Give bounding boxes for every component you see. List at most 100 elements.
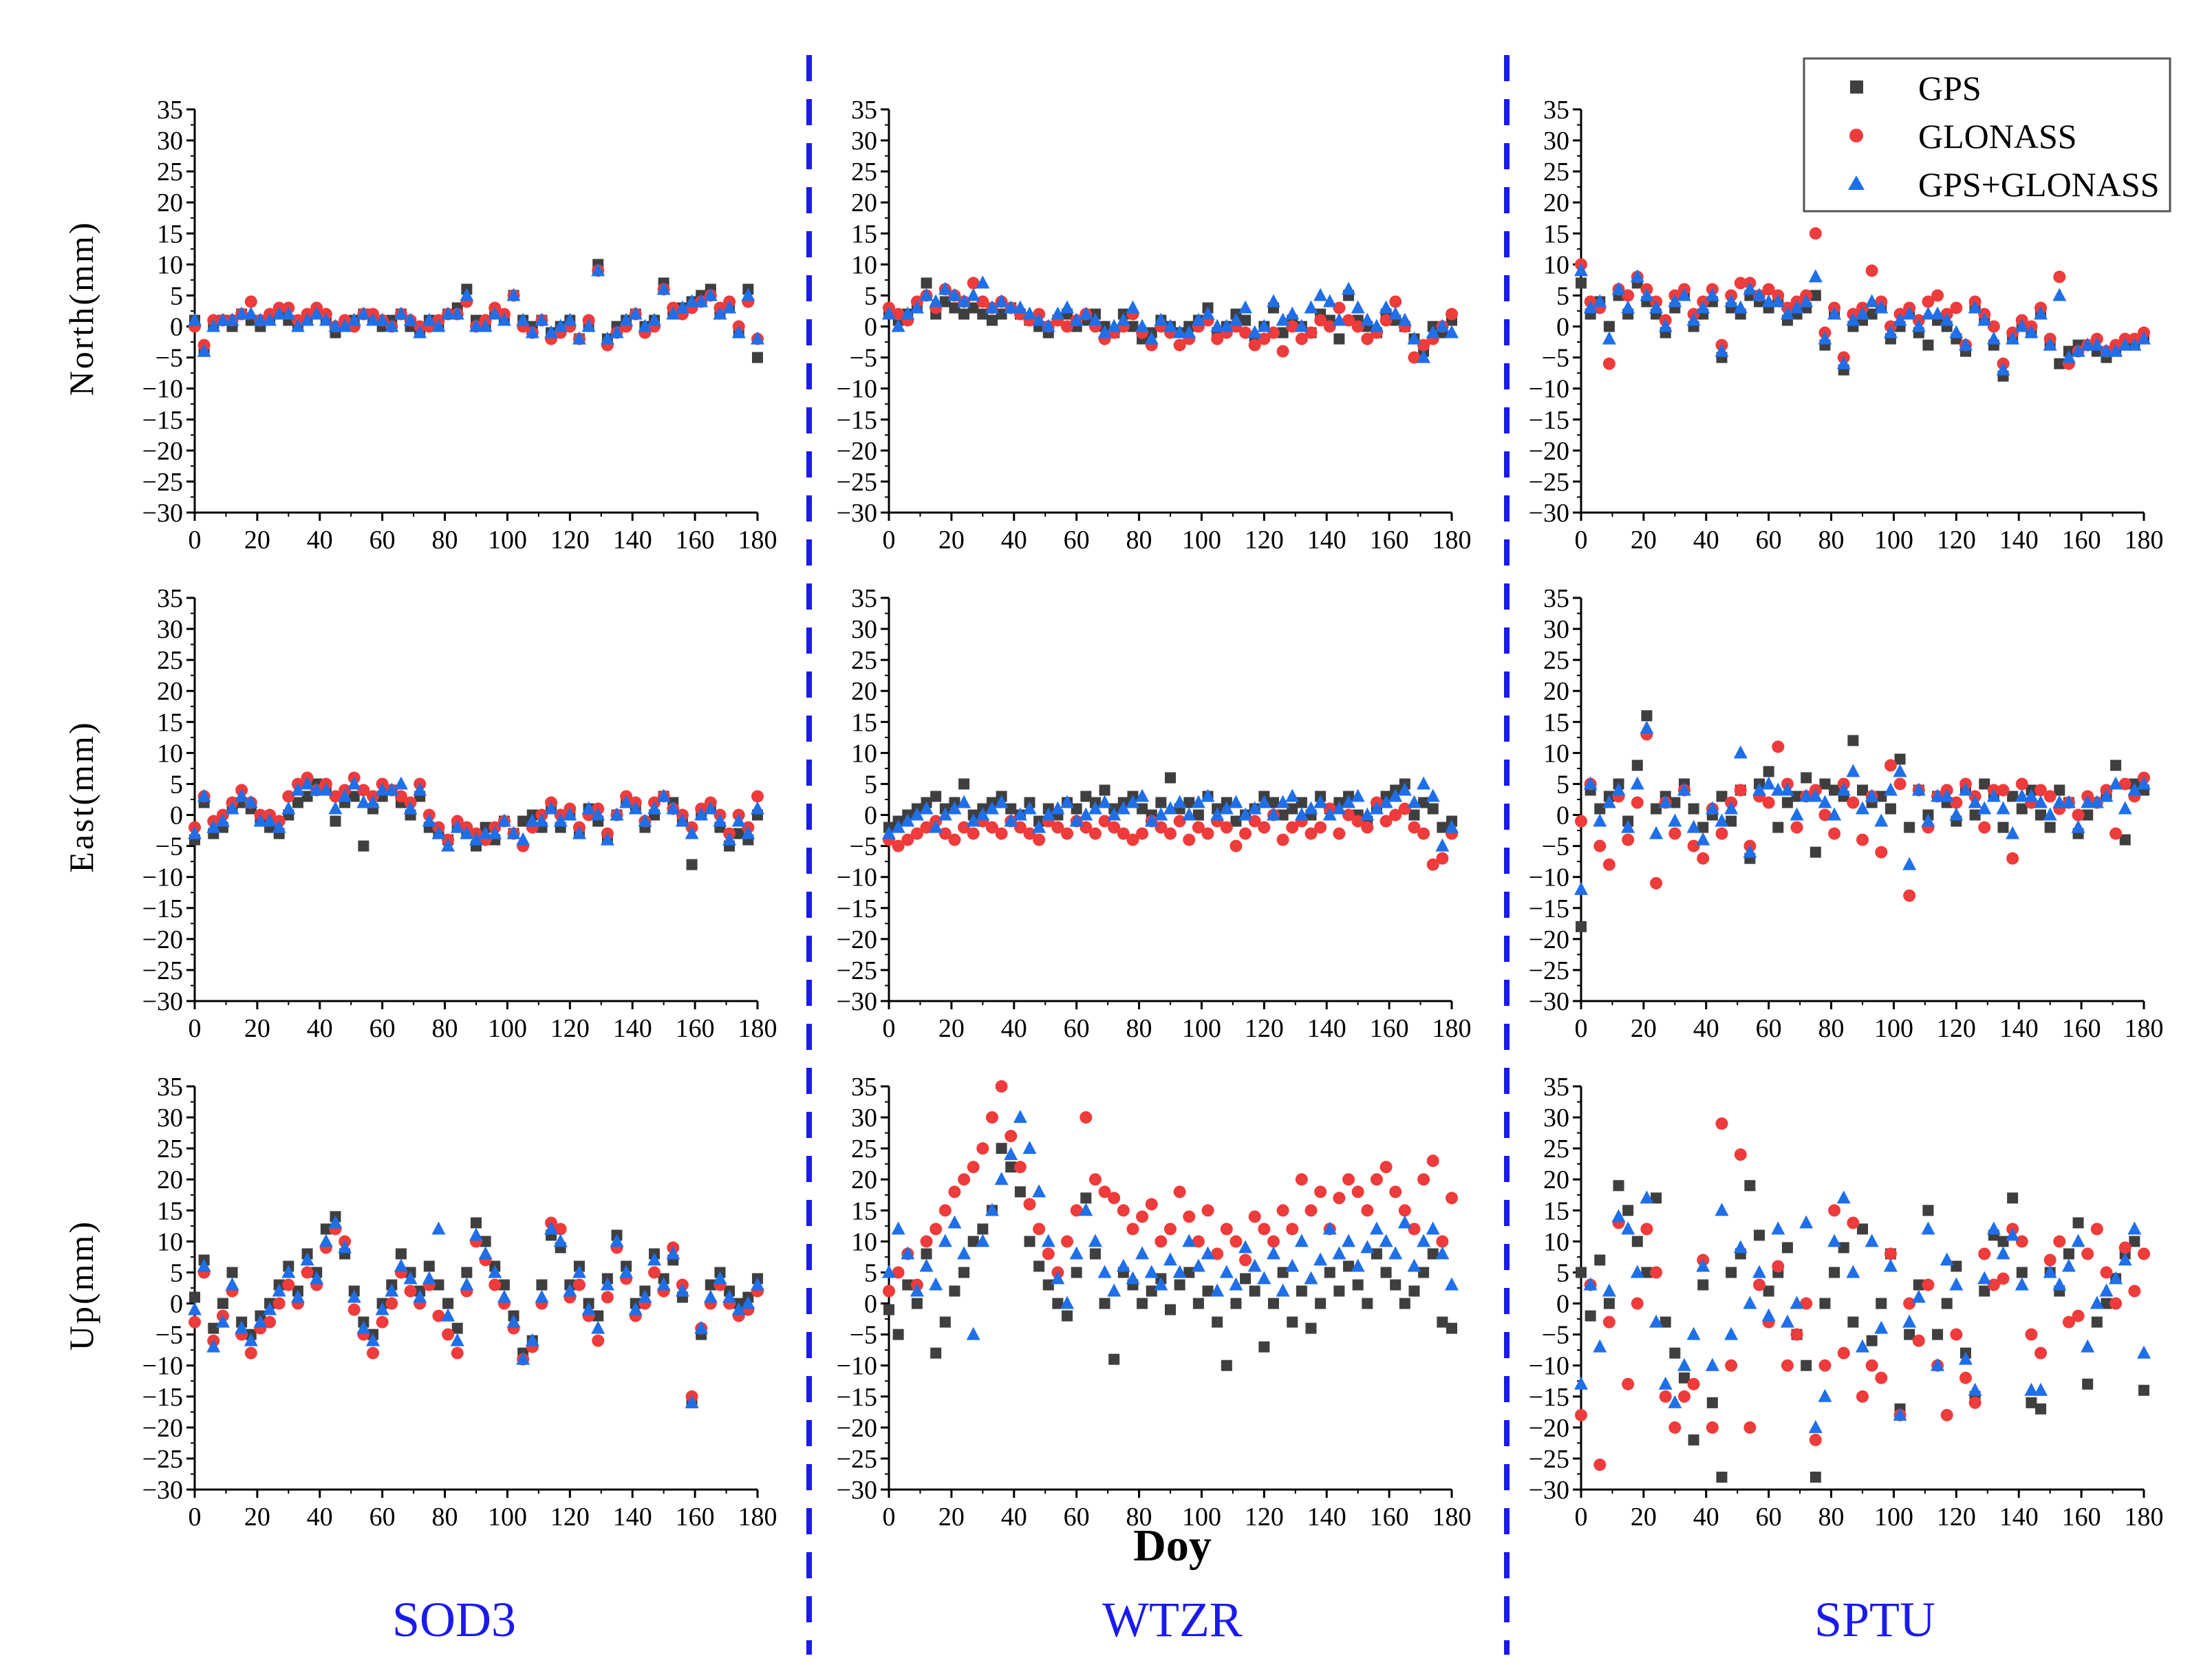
point-gps-glonass <box>1893 1407 1907 1421</box>
point-gps-glonass <box>1921 1221 1935 1235</box>
y-tick-label: −30 <box>142 987 183 1016</box>
point-gps-glonass <box>535 312 549 326</box>
point-glonass <box>1164 827 1177 840</box>
point-gps-glonass <box>338 788 352 802</box>
point-glonass <box>1408 821 1421 834</box>
x-tick-label: 160 <box>676 526 715 555</box>
point-glonass <box>1117 827 1130 840</box>
point-gps-glonass <box>1407 331 1421 345</box>
point-gps <box>1052 1298 1064 1309</box>
point-glonass <box>1342 808 1355 821</box>
point-glonass <box>1389 295 1402 308</box>
point-gps <box>1380 1267 1392 1278</box>
point-gps <box>348 791 360 802</box>
point-gps <box>1651 803 1662 815</box>
point-gps <box>2129 1236 2140 1247</box>
x-tick-label: 100 <box>1874 526 1913 555</box>
point-gps <box>1631 1236 1643 1247</box>
point-gps-glonass <box>1257 319 1271 332</box>
point-gps-glonass <box>197 788 211 802</box>
point-glonass <box>601 1291 614 1304</box>
point-glonass <box>1659 1390 1672 1403</box>
point-gps-glonass <box>666 1246 680 1260</box>
point-glonass <box>1230 1235 1243 1248</box>
ylabel-up: Up(mm) <box>62 1220 100 1351</box>
point-glonass <box>1117 1204 1130 1217</box>
point-glonass <box>432 1309 445 1322</box>
x-tick-label: 60 <box>1756 526 1782 555</box>
point-gps <box>705 1279 716 1291</box>
point-gps <box>471 1217 482 1229</box>
point-gps <box>1622 1205 1634 1216</box>
point-gps-glonass <box>478 1246 493 1260</box>
point-glonass <box>1220 1223 1233 1236</box>
point-glonass <box>1108 1192 1121 1205</box>
point-gps-glonass <box>1201 1246 1215 1260</box>
point-gps-glonass <box>563 312 577 326</box>
point-gps <box>592 1310 604 1322</box>
point-gps-glonass <box>901 813 915 827</box>
ylabel-north: North(mm) <box>62 221 100 396</box>
point-gps-glonass <box>1163 801 1177 815</box>
point-glonass <box>967 1161 980 1174</box>
point-glonass <box>1668 1421 1682 1434</box>
y-tick-label: 30 <box>851 615 877 644</box>
point-gps-glonass <box>1229 1277 1243 1291</box>
point-gps-glonass <box>1771 294 1785 308</box>
y-tick-label: −15 <box>837 894 877 923</box>
point-gps-glonass <box>1182 1234 1196 1247</box>
markers-wtzr-up <box>882 1080 1459 1371</box>
point-gps-glonass <box>1911 319 1926 332</box>
point-gps <box>1932 1329 1944 1340</box>
point-glonass <box>1575 815 1587 828</box>
x-tick-label: 160 <box>2062 1014 2101 1043</box>
point-gps <box>1287 1316 1298 1328</box>
point-glonass <box>751 790 764 803</box>
point-gps-glonass <box>431 826 446 839</box>
point-gps <box>292 797 303 808</box>
point-gps-glonass <box>441 838 455 852</box>
point-glonass <box>1912 1334 1925 1347</box>
x-tick-label: 180 <box>2125 526 2164 555</box>
point-glonass <box>1220 821 1233 834</box>
point-gps <box>958 1267 970 1278</box>
point-glonass <box>1762 283 1775 296</box>
point-gps-glonass <box>1041 807 1055 821</box>
point-gps-glonass <box>1931 1357 1945 1371</box>
point-glonass <box>892 839 905 852</box>
point-glonass <box>1734 784 1747 797</box>
point-gps <box>1585 1310 1596 1322</box>
point-glonass <box>1351 1185 1364 1199</box>
point-gps-glonass <box>1621 1221 1635 1235</box>
point-gps <box>1641 710 1653 722</box>
point-gps <box>1651 1192 1662 1204</box>
y-tick-label: −5 <box>850 344 877 373</box>
y-tick-label: 25 <box>157 646 183 675</box>
point-gps-glonass <box>1931 306 1945 320</box>
point-glonass <box>938 827 952 840</box>
point-glonass <box>1192 1235 1205 1248</box>
point-glonass <box>2053 1235 2066 1248</box>
point-gps-glonass <box>1154 1277 1168 1291</box>
point-gps-glonass <box>563 807 577 821</box>
point-glonass <box>958 1173 971 1186</box>
point-gps-glonass <box>281 1265 296 1278</box>
point-glonass <box>1304 827 1318 840</box>
x-tick-label: 180 <box>1432 1503 1472 1532</box>
point-gps-glonass <box>901 1246 915 1260</box>
point-gps-glonass <box>2099 788 2114 802</box>
y-tick-label: 10 <box>157 250 183 279</box>
point-gps-glonass <box>1351 1258 1365 1272</box>
legend-label-glonass: GLONASS <box>1918 117 2077 155</box>
point-gps-glonass <box>1219 319 1234 332</box>
point-gps-glonass <box>638 1289 652 1303</box>
point-gps <box>451 1322 463 1334</box>
point-gps <box>189 1291 200 1303</box>
point-gps <box>1183 1267 1195 1278</box>
point-glonass <box>1370 1173 1383 1186</box>
x-tick-label: 40 <box>307 1014 333 1043</box>
x-tick-label: 60 <box>1064 1014 1090 1043</box>
point-gps-glonass <box>957 294 971 308</box>
point-gps-glonass <box>1668 294 1682 308</box>
